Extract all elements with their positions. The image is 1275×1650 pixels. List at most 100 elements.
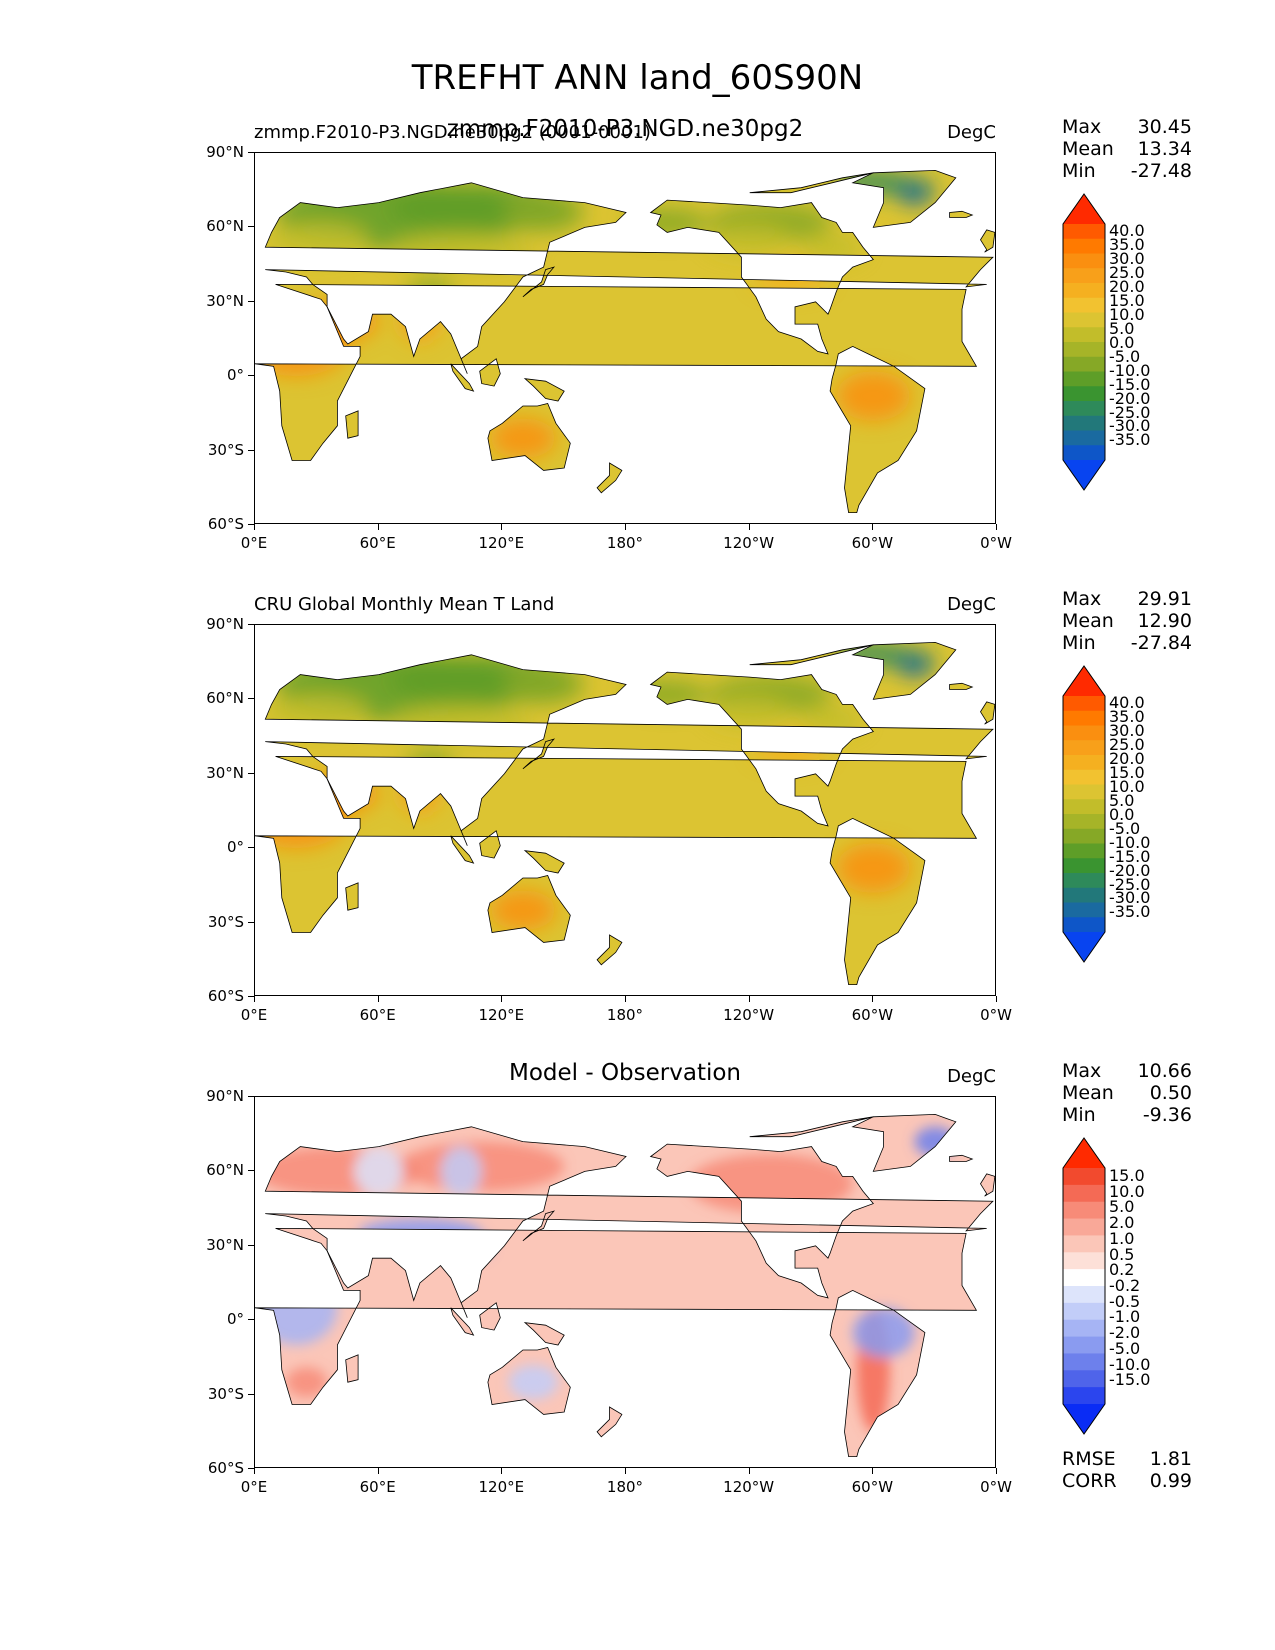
coastline-samerica (829, 345, 926, 513)
panel-center-title: Model - Observation (508, 1060, 742, 1086)
lon-tick (254, 524, 255, 530)
lat-tick-label: 90°N (206, 615, 244, 633)
lon-tick-label: 120°W (723, 1006, 775, 1024)
colorbar-tick-label: -10.0 (1109, 832, 1151, 852)
coastline-australia (487, 1347, 571, 1415)
coastline-australia (487, 875, 571, 943)
lon-tick-label: 0°E (240, 534, 268, 552)
coastline-australia (487, 403, 571, 471)
colorbar-segment (1063, 873, 1105, 889)
lon-tick-label: 180° (606, 1006, 644, 1024)
lat-tick (248, 996, 254, 997)
field-region (399, 773, 441, 814)
lon-tick-label: 120°E (478, 1006, 525, 1024)
colorbar-segment (1063, 371, 1105, 387)
stat-label: Max (1062, 116, 1102, 138)
lon-tick-label: 120°E (478, 1478, 525, 1496)
stat-value: 1.81 (1149, 1448, 1192, 1470)
colorbar-tick-label: 35.0 (1109, 706, 1145, 726)
colorbar-segment (1063, 710, 1105, 726)
colorbar-extend-min (1063, 1404, 1105, 1434)
stat-row: Min -27.84 (1062, 632, 1192, 654)
colorbar-tick-label: 30.0 (1109, 720, 1145, 740)
colorbar-tick-label: 0.0 (1109, 332, 1135, 352)
field-region (508, 1364, 558, 1400)
colorbar-segment (1063, 828, 1105, 844)
field-region (259, 1250, 293, 1291)
panel-units: DegC (947, 122, 996, 143)
lon-tick (996, 996, 997, 1002)
lat-tick-label: 0° (226, 838, 244, 857)
field-region (405, 751, 455, 777)
lon-tick (748, 996, 750, 1002)
coastline-arcticIsl (749, 644, 874, 666)
lon-tick-label: 120°W (723, 1478, 775, 1496)
stat-row: Max 29.91 (1062, 588, 1192, 610)
stat-row: Min -9.36 (1062, 1104, 1192, 1126)
lat-tick (248, 1096, 254, 1097)
coastline-japan (522, 738, 556, 770)
lon-tick (377, 996, 379, 1002)
lat-tick-label: 0° (226, 1310, 244, 1329)
colorbar-tick-label: -35.0 (1109, 430, 1151, 450)
lon-tick (377, 524, 379, 530)
lat-tick-label: 60°N (206, 217, 244, 236)
colorbar-segment (1063, 1336, 1105, 1354)
coastline-ukIsl (980, 229, 995, 253)
colorbar-extend-max (1063, 1138, 1105, 1168)
panel-units: DegC (947, 1066, 996, 1087)
coastline-iceland (949, 1154, 974, 1162)
lon-tick-label: 60°E (359, 534, 396, 552)
colorbar-segment (1063, 430, 1105, 446)
colorbar-tick-label: -20.0 (1109, 860, 1151, 880)
colorbar (1062, 1137, 1106, 1435)
colorbar-extend-min (1063, 932, 1105, 962)
colorbar-tick-label: -15.0 (1109, 374, 1151, 394)
colorbar-tick-label: -0.5 (1109, 1291, 1141, 1311)
stat-label: Max (1062, 1060, 1102, 1082)
colorbar-tick-label: -5.0 (1109, 818, 1141, 838)
stat-value: 13.34 (1137, 138, 1192, 160)
colorbar-segment (1063, 238, 1105, 254)
colorbar-segment (1063, 740, 1105, 756)
lon-tick-label: 0°W (980, 1478, 1012, 1496)
field-region (502, 192, 585, 233)
lon-tick (872, 996, 874, 1002)
stat-row: Max 10.66 (1062, 1060, 1192, 1082)
coastline-madagascar (345, 1354, 359, 1383)
coastline-samerica (829, 1289, 926, 1457)
colorbar-segment (1063, 297, 1105, 313)
stat-label: CORR (1062, 1470, 1117, 1492)
lat-tick (248, 449, 254, 451)
colorbar-tick-label: 20.0 (1109, 276, 1145, 296)
coastline-sumatra (450, 835, 475, 864)
lat-tick (248, 624, 254, 625)
colorbar (1062, 193, 1106, 491)
colorbar-extend-max (1063, 666, 1105, 696)
colorbar-segment (1063, 1302, 1105, 1321)
lon-tick (254, 996, 255, 1002)
lat-tick-label: 30°S (207, 1384, 244, 1403)
lon-tick (748, 1468, 750, 1474)
colorbar-segment (1063, 814, 1105, 830)
lon-tick-label: 0°E (240, 1478, 268, 1496)
coastline-africa (255, 284, 978, 461)
coastline-png (523, 850, 565, 874)
colorbar-segment (1063, 843, 1105, 859)
colorbar-segment (1063, 312, 1105, 328)
colorbar-segment (1063, 401, 1105, 417)
colorbar-segment (1063, 356, 1105, 372)
colorbar-tick-label: 40.0 (1109, 220, 1145, 240)
colorbar-tick-label: 40.0 (1109, 692, 1145, 712)
field-region (489, 890, 556, 931)
lat-tick (248, 772, 254, 774)
lat-tick-label: 0° (226, 366, 244, 385)
colorbar-tick-label: -30.0 (1109, 888, 1151, 908)
lat-tick-label: 90°N (206, 143, 244, 161)
colorbar-segment (1063, 327, 1105, 343)
colorbar-segment (1063, 1387, 1105, 1405)
coastline-eurasia (264, 1126, 994, 1318)
colorbar-segment (1063, 1286, 1105, 1304)
coastline-png (523, 1322, 565, 1346)
colorbar-tick-label: -15.0 (1109, 846, 1151, 866)
